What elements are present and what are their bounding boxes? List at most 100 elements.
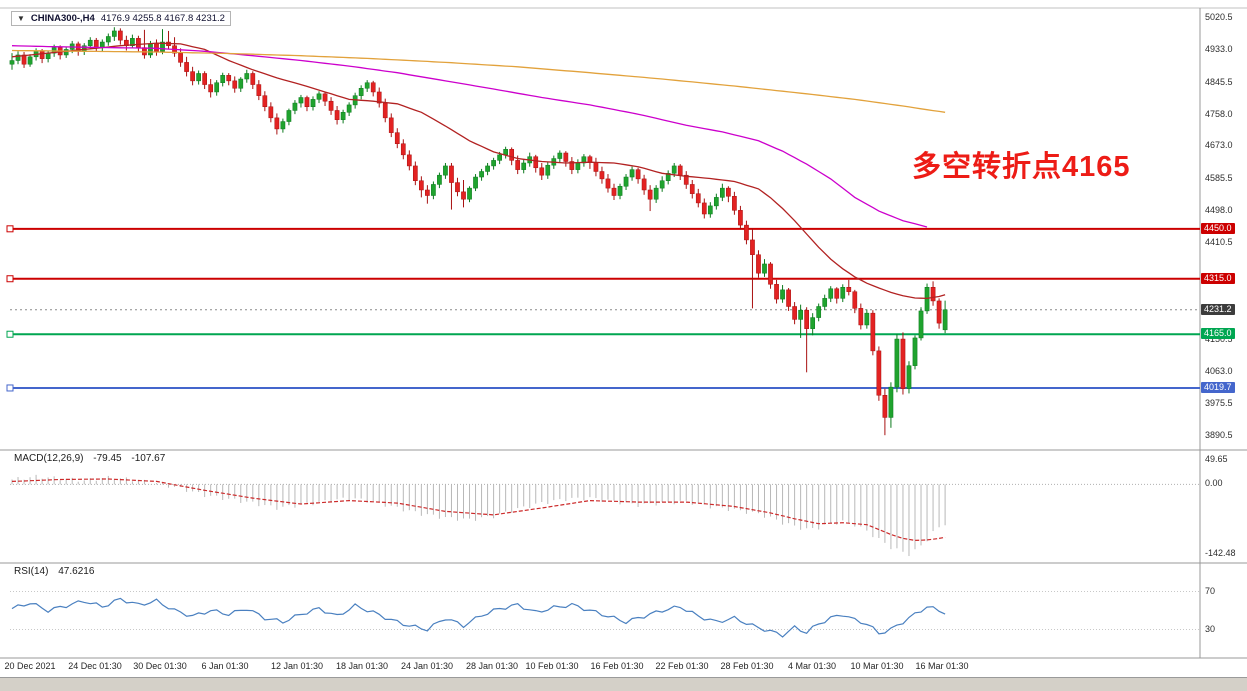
time-axis-label: 10 Feb 01:30 (525, 661, 579, 671)
time-axis-label: 12 Jan 01:30 (270, 661, 324, 671)
candle-body (190, 71, 195, 82)
candle-body (840, 287, 846, 299)
candle-body (635, 169, 641, 180)
candle-body (870, 312, 876, 352)
candle-body (9, 60, 15, 65)
time-axis-label: 28 Jan 01:30 (465, 661, 519, 671)
candle-body (310, 99, 316, 108)
candle-body (617, 186, 623, 196)
candle-body (328, 100, 334, 111)
candle-body (485, 165, 490, 172)
candle-body (930, 287, 936, 302)
candle-body (479, 171, 484, 178)
candle-body (515, 160, 521, 170)
candle-body (509, 149, 515, 161)
candle-body (665, 173, 671, 181)
time-axis: 20 Dec 2021 24 Dec 01:30 30 Dec 01:30 6 Jan… (0, 661, 1247, 675)
candle-body (87, 39, 93, 46)
candle-body (214, 82, 220, 93)
candle-body (449, 165, 454, 183)
rsi-value: 47.6216 (58, 566, 95, 577)
candle-body (623, 176, 629, 187)
hline-anchor-4165.0[interactable] (6, 330, 14, 338)
candle-body (244, 73, 250, 80)
candle-body (750, 239, 755, 255)
time-axis-label: 24 Jan 01:30 (400, 661, 454, 671)
candle-body (557, 152, 563, 159)
candle-body (99, 41, 105, 48)
candle-body (394, 132, 400, 144)
symbol-period-label: CHINA300-,H4 (30, 13, 95, 24)
candle-body (641, 178, 647, 191)
candles-layer (9, 27, 948, 436)
candle-body (184, 62, 189, 72)
candle-body (105, 36, 111, 43)
candle-body (111, 30, 117, 37)
time-axis-label: 4 Mar 01:30 (787, 661, 837, 671)
candle-body (437, 174, 442, 185)
macd-signal-line (11, 478, 946, 542)
candle-body (732, 196, 737, 211)
hline-anchor-4315.0[interactable] (6, 275, 14, 283)
candle-body (226, 75, 232, 82)
candle-body (569, 161, 575, 170)
candle-body (828, 288, 834, 299)
candle-body (370, 82, 376, 93)
candle-body (653, 187, 659, 200)
candle-body (918, 310, 924, 339)
candle-body (521, 162, 527, 170)
candle-body (286, 110, 292, 122)
candle-body (118, 30, 123, 41)
candle-body (756, 254, 761, 274)
candle-body (593, 161, 599, 172)
candle-body (629, 169, 635, 178)
time-axis-label: 20 Dec 2021 (4, 661, 56, 671)
candle-body (671, 165, 677, 174)
candle-body (924, 287, 930, 312)
candle-body (497, 154, 502, 161)
hline-anchor-4450.0[interactable] (6, 225, 14, 233)
candle-body (178, 52, 183, 63)
candle-body (63, 49, 69, 56)
time-axis-label: 22 Feb 01:30 (655, 661, 709, 671)
time-axis-label: 6 Jan 01:30 (201, 661, 249, 671)
bottom-bar (0, 677, 1247, 691)
candle-body (27, 56, 33, 65)
candle-body (864, 312, 870, 326)
candle-body (701, 202, 707, 215)
candle-body (346, 104, 352, 113)
candle-body (467, 187, 472, 200)
candle-body (798, 309, 803, 320)
candle-body (647, 189, 653, 200)
candle-body (611, 187, 617, 196)
candle-body (689, 184, 695, 194)
candle-body (804, 309, 809, 329)
candle-body (388, 117, 394, 133)
candle-body (695, 193, 701, 204)
candle-body (280, 121, 286, 130)
panel-separators (0, 7, 1247, 659)
candle-body (136, 38, 141, 48)
candle-body (726, 187, 731, 197)
one-click-trading-toggle-icon[interactable]: ▼ (17, 13, 25, 23)
candle-body (683, 174, 689, 185)
rsi-name-label: RSI(14) (14, 566, 49, 577)
candle-body (792, 306, 797, 320)
hline-anchor-4019.7[interactable] (6, 384, 14, 392)
candle-body (45, 52, 51, 59)
candle-body (364, 82, 370, 89)
candle-body (406, 154, 412, 167)
candle-body (340, 112, 346, 120)
chart-annotation-text: 多空转折点4165 (912, 151, 1131, 183)
candle-body (334, 110, 340, 120)
candle-body (148, 43, 153, 56)
candle-body (936, 300, 942, 324)
macd-indicator-label: MACD(12,26,9) -79.45 -107.67 (14, 453, 172, 464)
candle-body (738, 210, 743, 226)
symbol-ohlc-label: ▼ CHINA300-,H4 4176.9 4255.8 4167.8 4231… (11, 11, 231, 26)
candle-body (894, 338, 900, 388)
candle-body (250, 73, 256, 85)
candle-body (461, 191, 466, 200)
moving-averages (11, 42, 946, 300)
